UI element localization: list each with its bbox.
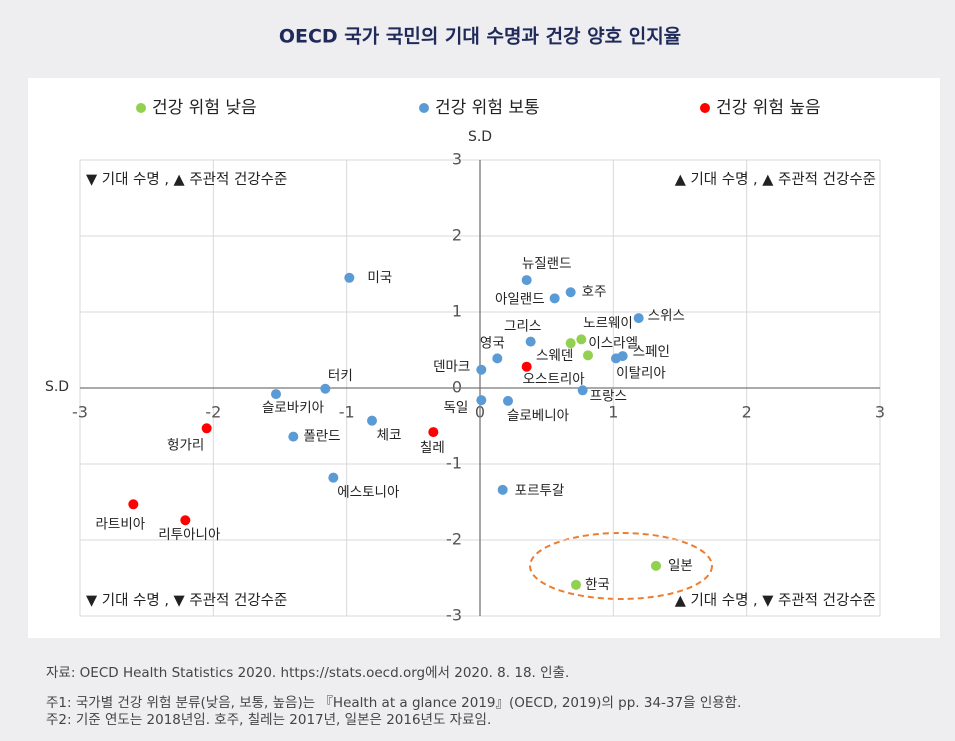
quadrant-label: ▼ 기대 수명 , ▲ 주관적 건강수준 <box>86 171 287 188</box>
point <box>565 287 576 298</box>
footnote: 주2: 기준 연도는 2018년임. 호주, 칠레는 2017년, 일본은 20… <box>46 712 491 728</box>
highlight-ellipse <box>529 532 713 600</box>
point <box>611 353 621 364</box>
chart-title: OECD 국가 국민의 기대 수명과 건강 양호 인지율 <box>279 26 681 48</box>
point <box>271 389 281 400</box>
point-label: 칠레 <box>420 440 445 456</box>
point-label: 스페인 <box>633 344 670 360</box>
point <box>492 353 503 364</box>
point <box>583 350 593 361</box>
point-label: 호주 <box>582 284 607 300</box>
legend-marker <box>136 103 146 113</box>
point-label: 프랑스 <box>590 388 627 404</box>
point-label: 노르웨이 <box>583 315 633 331</box>
legend-label: 건강 위험 높음 <box>716 98 821 118</box>
point-label: 체코 <box>377 428 402 444</box>
point-label: 터키 <box>328 368 353 384</box>
point <box>521 275 532 286</box>
point-label: 아일랜드 <box>495 291 545 307</box>
quadrant-label: ▲ 기대 수명 , ▲ 주관적 건강수준 <box>675 171 876 188</box>
point-label: 슬로베니아 <box>507 408 570 424</box>
point-label: 스위스 <box>648 308 685 324</box>
point-label: 덴마크 <box>433 359 470 375</box>
point-label: 스웨덴 <box>536 348 573 364</box>
point-label: 헝가리 <box>167 437 204 453</box>
plot-background <box>28 78 940 638</box>
point <box>577 385 588 396</box>
y-tick-label: -1 <box>446 454 462 473</box>
point <box>320 383 331 394</box>
footnote: 주1: 국가별 건강 위험 분류(낮음, 보통, 높음)는 『Health at… <box>46 695 741 711</box>
point-label: 한국 <box>585 577 610 593</box>
point-label: 포르투갈 <box>515 483 565 499</box>
legend-label: 건강 위험 낮음 <box>152 98 257 118</box>
x-tick-label: 2 <box>742 403 752 422</box>
point-label: 리투아니아 <box>158 527 221 543</box>
point-label: 뉴질랜드 <box>522 256 572 272</box>
point-label: 미국 <box>367 270 392 286</box>
point-label: 슬로바키아 <box>262 400 325 416</box>
x-tick-label: 1 <box>608 403 618 422</box>
legend-marker <box>700 103 710 113</box>
point-label: 독일 <box>443 400 468 416</box>
point <box>476 395 487 406</box>
point <box>565 338 576 349</box>
point-label: 그리스 <box>504 319 541 335</box>
point <box>571 579 581 590</box>
x-tick-label: -1 <box>339 403 355 422</box>
point-label: 영국 <box>480 335 505 351</box>
legend-label: 건강 위험 보통 <box>435 98 540 118</box>
point <box>180 515 191 526</box>
point <box>428 427 439 438</box>
legend-marker <box>419 103 429 113</box>
point <box>521 361 532 372</box>
y-axis-label: S.D <box>468 129 492 145</box>
y-tick-label: 0 <box>452 378 462 397</box>
y-tick-label: 2 <box>452 226 462 245</box>
point <box>128 499 139 510</box>
point <box>503 395 513 406</box>
point <box>344 272 355 283</box>
point-label: 라트비아 <box>95 516 145 532</box>
point <box>633 313 644 324</box>
x-tick-label: -2 <box>205 403 221 422</box>
y-tick-label: -2 <box>446 530 462 549</box>
point-label: 폴란드 <box>303 429 340 445</box>
point <box>497 484 508 495</box>
quadrant-label: ▲ 기대 수명 , ▼ 주관적 건강수준 <box>675 592 876 609</box>
point <box>328 472 339 483</box>
x-axis-label: S.D <box>45 379 69 395</box>
y-tick-label: 3 <box>452 150 462 169</box>
point-label: 이스라엘 <box>588 335 638 351</box>
x-tick-label: -3 <box>72 403 88 422</box>
y-tick-label: -3 <box>446 606 462 625</box>
point-label: 에스토니아 <box>337 485 400 501</box>
x-tick-label: 3 <box>875 403 885 422</box>
y-tick-label: 1 <box>452 302 462 321</box>
point <box>367 415 377 426</box>
point <box>476 364 487 375</box>
point <box>549 293 560 304</box>
point <box>576 334 587 345</box>
point-label: 일본 <box>668 558 693 574</box>
point-label: 오스트리아 <box>523 372 586 388</box>
quadrant-label: ▼ 기대 수명 , ▼ 주관적 건강수준 <box>86 592 287 609</box>
point <box>201 423 212 434</box>
point <box>651 560 661 571</box>
point-label: 이탈리아 <box>616 365 666 381</box>
source-note: 자료: OECD Health Statistics 2020. https:/… <box>46 665 569 681</box>
point <box>525 336 536 347</box>
point <box>288 431 299 442</box>
